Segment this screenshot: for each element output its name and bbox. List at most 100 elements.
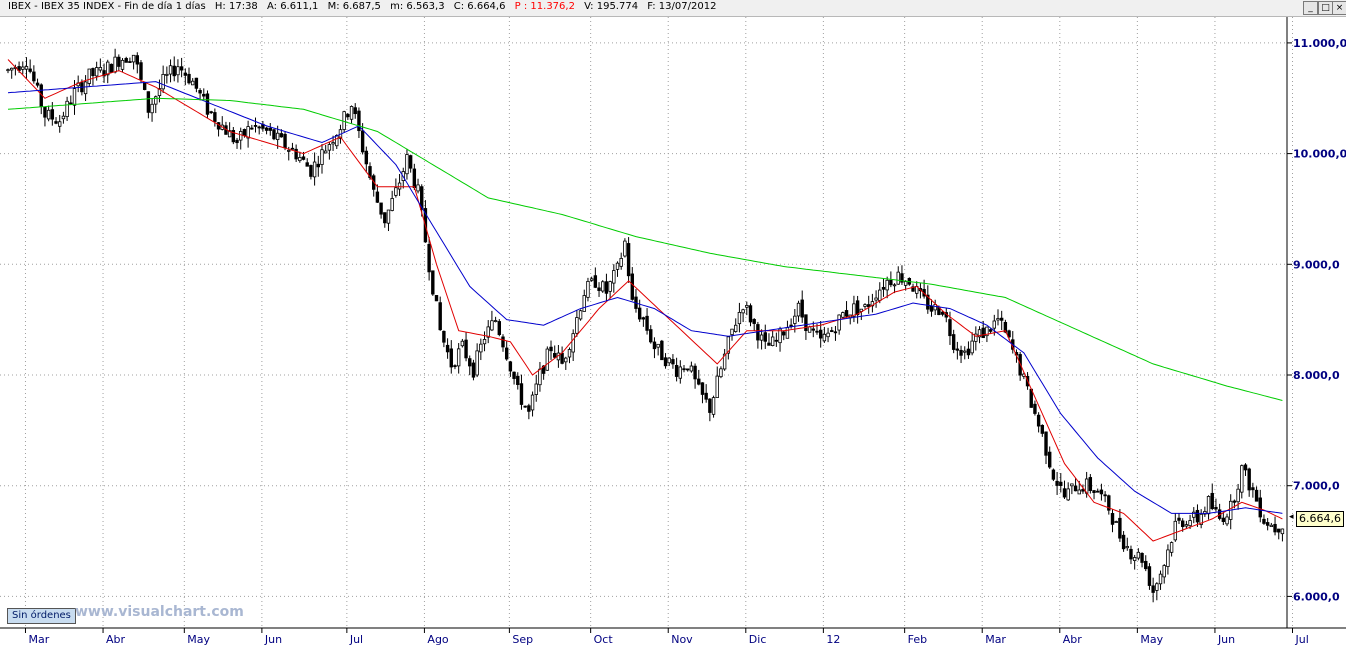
price-chart[interactable]: 6.000,0 7.000,0 8.000,0 9.000,0 10.000,0 11.0… — [0, 17, 1346, 647]
candle-body — [759, 334, 764, 341]
candle-body — [72, 88, 77, 106]
ma-mid-line — [7, 81, 1283, 514]
candle-body — [479, 343, 483, 353]
candle-body — [1206, 496, 1211, 515]
candle-body — [397, 182, 402, 190]
candle-body — [1007, 330, 1011, 338]
candle-body — [974, 333, 978, 342]
candle-body — [667, 357, 671, 364]
candle-body — [91, 68, 95, 77]
candle-body — [896, 271, 900, 285]
candle-body — [881, 286, 886, 290]
candle-body — [830, 330, 834, 332]
candle-body — [342, 111, 346, 130]
x-axis-month-label: 12 — [826, 633, 840, 646]
candle-body — [996, 318, 1000, 321]
candle-body — [453, 365, 457, 368]
candle-body — [545, 348, 550, 371]
x-axis-month-label: May — [187, 633, 210, 646]
candle-body — [346, 114, 350, 118]
candle-body — [420, 186, 424, 210]
candle-body — [54, 121, 58, 124]
candle-body — [508, 361, 513, 372]
candle-body — [353, 107, 357, 115]
minimize-button[interactable]: _ — [1303, 1, 1318, 15]
candle-body — [889, 279, 893, 286]
x-axis-month-label: Abr — [106, 633, 126, 646]
candle-body — [578, 310, 583, 320]
candle-body — [497, 321, 502, 335]
candle-body — [213, 112, 217, 122]
candle-body — [349, 106, 354, 120]
candle-body — [1166, 549, 1170, 567]
header-high: M: 6.687,5 — [327, 1, 381, 12]
candle-body — [597, 287, 601, 291]
candle-body — [911, 286, 915, 292]
chart-header-info: IBEX - IBEX 35 INDEX - Fin de día 1 días… — [8, 1, 722, 12]
candle-body — [1118, 517, 1122, 539]
candle-body — [1151, 585, 1155, 593]
candle-body — [1077, 489, 1081, 495]
candle-body — [239, 131, 243, 141]
candle-body — [279, 133, 284, 138]
candle-body — [804, 314, 808, 332]
close-button[interactable]: × — [1332, 1, 1346, 15]
candle-body — [298, 157, 302, 162]
candle-body — [1277, 528, 1281, 533]
candle-body — [549, 346, 553, 352]
candle-body — [745, 305, 749, 308]
candle-body — [844, 310, 849, 317]
ma-long-line — [7, 97, 1283, 401]
candle-body — [878, 289, 882, 301]
candle-body — [1210, 492, 1214, 510]
candle-body — [1155, 583, 1159, 591]
candle-body — [1203, 511, 1207, 515]
candle-body — [837, 314, 841, 331]
candle-body — [283, 133, 287, 149]
candle-body — [131, 54, 136, 63]
candle-body — [287, 149, 291, 152]
x-axis-month-label: Oct — [594, 633, 614, 646]
candle-body — [966, 348, 971, 356]
candle-body — [179, 66, 184, 71]
candle-body — [21, 66, 25, 70]
candle-body — [98, 67, 103, 71]
candle-body — [940, 311, 945, 315]
candle-body — [161, 74, 165, 90]
candle-body — [1188, 520, 1192, 527]
candle-body — [272, 129, 276, 140]
candle-body — [637, 307, 642, 320]
candle-body — [534, 383, 538, 395]
candle-body — [61, 115, 66, 120]
candle-body — [671, 359, 675, 365]
header-time: H: 17:38 — [214, 1, 258, 12]
watermark-text: www.visualchart.com — [75, 604, 244, 620]
candle-body — [198, 90, 202, 94]
candle-body — [1040, 424, 1045, 434]
candle-body — [1070, 483, 1074, 487]
candle-body — [612, 270, 616, 284]
candle-body — [1092, 490, 1096, 493]
candle-body — [183, 72, 188, 76]
candle-body — [139, 62, 143, 80]
candle-body — [708, 398, 712, 413]
candle-body — [135, 55, 139, 65]
candle-body — [530, 394, 535, 411]
candle-body — [1192, 511, 1196, 518]
no-orders-badge[interactable]: Sin órdenes — [7, 608, 76, 624]
x-axis-month-label: Feb — [908, 633, 927, 646]
candle-body — [327, 144, 332, 151]
candle-body — [649, 329, 653, 343]
candle-body — [383, 212, 387, 224]
candle-body — [734, 324, 738, 332]
candle-body — [589, 278, 594, 281]
candle-body — [1121, 534, 1126, 550]
candle-body — [312, 161, 317, 178]
candle-body — [1232, 500, 1237, 503]
maximize-button[interactable]: □ — [1318, 1, 1333, 15]
candle-body — [1107, 495, 1111, 511]
candle-body — [741, 309, 745, 314]
candle-body — [608, 281, 612, 292]
candle-body — [124, 58, 128, 63]
candle-body — [209, 111, 213, 114]
